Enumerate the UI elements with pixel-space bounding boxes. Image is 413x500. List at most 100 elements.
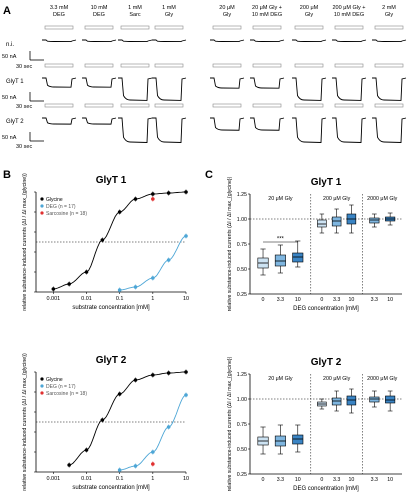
data-point <box>117 468 122 472</box>
box <box>292 434 304 445</box>
subplot-title: GlyT 1 <box>96 175 127 186</box>
x-tick-label: 3.3 <box>371 477 378 483</box>
column-label: Gly <box>305 12 314 18</box>
box <box>369 396 380 403</box>
data-point <box>184 393 188 397</box>
current-trace <box>372 39 407 42</box>
data-point <box>184 234 188 238</box>
data-point <box>151 373 155 377</box>
x-tick-label: 0.001 <box>46 476 60 482</box>
column-label: 10 mM DEG <box>252 12 282 18</box>
y-tick-label: 0.50 <box>237 267 247 273</box>
fit-curve <box>69 371 186 466</box>
data-point <box>84 270 89 274</box>
y-axis-label: relative substance-induced currents (ΔI … <box>227 356 233 491</box>
data-point <box>166 425 171 429</box>
subplot-title: GlyT 2 <box>311 357 342 368</box>
data-point <box>166 371 171 375</box>
scale-time-glyt2: 30 sec <box>16 144 32 150</box>
row-label-ni: n.i. <box>6 42 14 48</box>
application-bar <box>212 103 242 108</box>
column-label: 200 μM Gly + <box>333 5 366 11</box>
current-trace <box>250 117 285 131</box>
current-trace <box>332 77 367 101</box>
x-tick-label: 0 <box>262 477 265 483</box>
fit-curve <box>119 394 187 471</box>
x-tick-label: 0 <box>320 297 323 303</box>
current-trace <box>118 117 153 143</box>
column-label: 2 mM <box>382 5 396 11</box>
x-tick-label: 10 <box>348 477 354 483</box>
y-tick-label: 0.25 <box>237 292 247 298</box>
group-label: 200 μM Gly <box>323 196 351 202</box>
dose-response-glyt1: GlyT 1 0.001 0.01 0.1 1 10 substrate concentra… <box>22 173 189 311</box>
box <box>331 397 342 406</box>
scale-time-glyt1: 30 sec <box>16 104 32 110</box>
column-label: 1 mM <box>162 5 176 11</box>
application-bar <box>374 103 404 108</box>
x-tick-label: 10 <box>387 297 393 303</box>
box <box>385 395 396 404</box>
current-trace <box>82 117 117 125</box>
y-tick-label: 1.25 <box>237 192 247 198</box>
group-label: 200 μM Gly <box>323 376 351 382</box>
application-bar <box>120 103 150 108</box>
application-bar <box>154 103 184 108</box>
data-point <box>133 197 138 201</box>
data-point <box>117 288 122 292</box>
application-bar <box>294 103 324 108</box>
box <box>317 219 327 228</box>
data-point <box>133 285 138 289</box>
y-tick-label: 1.00 <box>237 217 247 223</box>
application-bar <box>294 25 324 30</box>
group-label: 2000 μM Gly <box>367 376 397 382</box>
data-point <box>100 418 105 422</box>
current-trace <box>292 77 327 101</box>
application-bar <box>154 63 184 68</box>
data-point <box>151 450 155 454</box>
current-trace <box>292 39 327 42</box>
application-bar <box>252 103 282 108</box>
application-bar <box>334 63 364 68</box>
data-point <box>117 392 122 396</box>
group-label: 20 μM Gly <box>268 376 293 382</box>
application-bar <box>212 63 242 68</box>
data-point <box>51 287 56 291</box>
panel-c-letter: C <box>205 169 213 181</box>
x-tick-label: 10 <box>183 296 189 302</box>
boxplot-glyt1: GlyT 1 0.25 0.50 0.75 1.00 1.25 DEG concentrat… <box>227 176 402 312</box>
fit-curve <box>119 235 187 291</box>
y-tick-label: 0.25 <box>237 472 247 478</box>
column-label: 20 μM Gly + <box>252 5 282 11</box>
application-bar <box>44 63 74 68</box>
data-point <box>166 258 171 262</box>
row-label-glyt2: GlyT 2 <box>6 119 24 125</box>
application-bar <box>84 25 114 30</box>
legend-entry: Glycine <box>46 197 63 203</box>
data-point <box>67 463 71 467</box>
x-tick-label: 10 <box>183 476 189 482</box>
data-point <box>151 197 155 201</box>
x-tick-label: 10 <box>295 477 301 483</box>
legend-entry: DEG (n = 17) <box>46 204 76 210</box>
application-bar <box>212 25 242 30</box>
legend-marker <box>40 211 44 215</box>
legend-entry: DEG (n = 17) <box>46 384 76 390</box>
x-tick-label: 10 <box>295 297 301 303</box>
x-tick-label: 3.3 <box>277 477 284 483</box>
application-bar <box>84 63 114 68</box>
column-label: DEG <box>93 12 105 18</box>
data-point <box>151 462 155 466</box>
application-bar <box>374 63 404 68</box>
significance-marker: *** <box>277 237 285 243</box>
current-trace <box>332 39 367 42</box>
data-point <box>151 276 155 280</box>
legend-marker <box>40 384 44 388</box>
box <box>274 254 286 267</box>
application-bar <box>374 25 404 30</box>
data-point <box>100 238 105 242</box>
x-tick-label: 3.3 <box>277 297 284 303</box>
y-tick-label: 1.25 <box>237 372 247 378</box>
column-label: 3.3 mM <box>50 5 69 11</box>
